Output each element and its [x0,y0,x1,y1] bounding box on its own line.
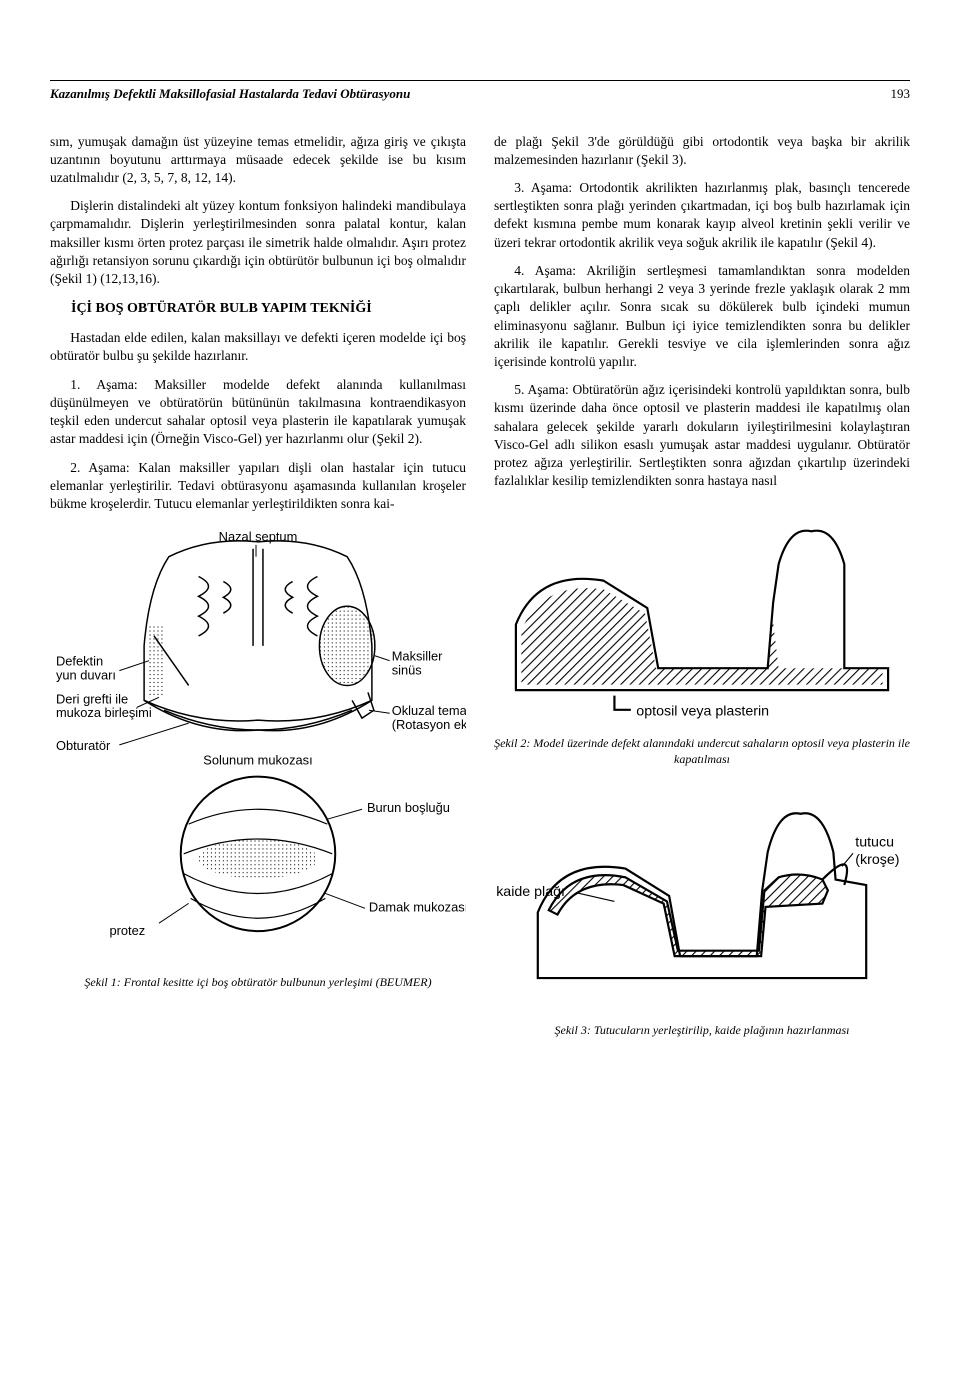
fig1-label-nazal: Nazal septum [219,529,298,544]
para: 2. Aşama: Kalan maksiller yapıları dişli… [50,459,466,514]
fig1-label-obt: Obturatör [56,738,111,753]
fig1-label-sol: Solunum mukozası [203,753,312,768]
figure-1-caption: Şekil 1: Frontal kesitte içi boş obtürat… [50,974,466,990]
figure-3-svg: kaide plağı tutucu (kroşe) [494,781,910,1011]
page-number: 193 [891,85,911,103]
section-heading: İÇİ BOŞ OBTÜRATÖR BULB YAPIM TEKNİĞİ [50,300,466,319]
para: 5. Aşama: Obtüratörün ağız içerisindeki … [494,381,910,490]
para: Hastadan elde edilen, kalan maksillayı v… [50,329,466,365]
figure-1-svg: Nazal septum Defektin yun duvarı Deri gr… [50,527,466,963]
fig1-label-maks: Maksiller [392,649,443,664]
fig3-label-left: kaide plağı [496,884,565,900]
figure-2: optosil veya plasterin Şekil 2: Model üz… [494,504,910,767]
right-column: de plağı Şekil 3'de görüldüğü gibi ortod… [494,133,910,1039]
fig2-label: optosil veya plasterin [636,704,769,720]
two-column-layout: sım, yumuşak damağın üst yüzeyine temas … [50,133,910,1039]
figure-1: Nazal septum Defektin yun duvarı Deri gr… [50,527,466,990]
para: Dişlerin distalindeki alt yüzey kontum f… [50,197,466,288]
fig1-label-protez: protez [109,923,145,938]
fig1-label-defektin: Defektin [56,654,103,669]
page-header: Kazanılmış Defektli Maksillofasial Hasta… [50,80,910,103]
figure-2-svg: optosil veya plasterin [494,504,910,723]
para: 1. Aşama: Maksiller modelde defekt alanı… [50,376,466,449]
left-column: sım, yumuşak damağın üst yüzeyine temas … [50,133,466,1039]
para: 4. Aşama: Akriliğin sertleşmesi tamamlan… [494,262,910,371]
para: de plağı Şekil 3'de görüldüğü gibi ortod… [494,133,910,169]
figure-3: kaide plağı tutucu (kroşe) Şekil 3: Tutu… [494,781,910,1038]
fig1-label-burun: Burun boşluğu [367,800,450,815]
fig3-label-r1: tutucu [855,835,894,851]
fig1-label-rot: (Rotasyon ekseni) [392,717,466,732]
figure-2-caption: Şekil 2: Model üzerinde defekt alanındak… [494,735,910,767]
fig1-label-sinus: sinüs [392,663,422,678]
para: sım, yumuşak damağın üst yüzeyine temas … [50,133,466,188]
figure-3-caption: Şekil 3: Tutucuların yerleştirilip, kaid… [494,1022,910,1038]
fig1-label-yun: yun duvarı [56,668,116,683]
fig3-label-r2: (kroşe) [855,852,899,868]
fig1-label-deri: Deri grefti ile [56,691,128,706]
fig1-label-okl: Okluzal temas [392,703,466,718]
running-head: Kazanılmış Defektli Maksillofasial Hasta… [50,85,410,103]
fig1-label-damak: Damak mukozası [369,899,466,914]
para: 3. Aşama: Ortodontik akrilikten hazırlan… [494,179,910,252]
